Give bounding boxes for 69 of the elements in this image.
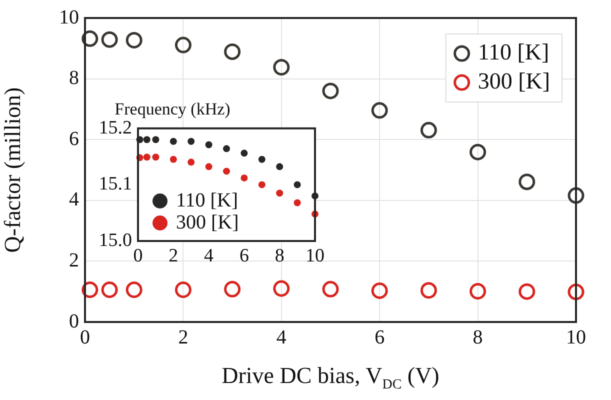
legend-label: 110 [K]: [176, 189, 238, 212]
point: [143, 154, 150, 161]
point: [518, 174, 536, 190]
point: [205, 141, 212, 148]
point: [126, 32, 142, 48]
point: [82, 282, 98, 298]
point: [518, 283, 536, 300]
point: [188, 138, 195, 145]
point: [420, 122, 437, 138]
x-tick-label: 6: [374, 326, 385, 348]
point: [152, 136, 160, 144]
y-axis-title: Q-factor (million): [0, 87, 25, 253]
x-axis-title: Drive DC bias, V$_{DC}$ (V): [220, 363, 440, 394]
legend-label: 300 [K]: [478, 68, 550, 94]
point: [273, 59, 290, 76]
x-tick-label: 4: [204, 245, 214, 266]
point: [143, 136, 150, 144]
x-tick-label: 4: [276, 326, 286, 348]
point: [224, 43, 241, 60]
point: [470, 283, 486, 300]
point: [174, 36, 192, 54]
chart-title: Frequency (kHz): [114, 100, 230, 119]
x-tick-label: 6: [239, 245, 249, 266]
point: [152, 154, 160, 161]
point: [101, 282, 118, 298]
point: [294, 181, 301, 188]
point: [568, 187, 584, 204]
point: [126, 282, 142, 298]
x-tick-label: 2: [168, 245, 178, 266]
point: [568, 284, 584, 300]
point: [170, 138, 177, 145]
point: [294, 199, 301, 206]
y-tick-label: 4: [69, 188, 79, 211]
point: [322, 280, 339, 298]
y-tick-label: 0: [69, 310, 79, 332]
point: [273, 280, 290, 297]
point: [276, 190, 284, 197]
x-tick-label: 2: [178, 326, 188, 348]
x-tick-label: 10: [306, 245, 324, 266]
y-tick-label: 15.1: [98, 174, 132, 195]
point: [420, 282, 437, 299]
point: [371, 282, 388, 299]
y-tick-label: 6: [69, 128, 79, 150]
point: [174, 282, 192, 298]
point: [240, 174, 248, 182]
y-tick-label: 8: [69, 67, 79, 90]
point: [258, 181, 266, 188]
point: [258, 156, 266, 163]
point: [170, 156, 177, 163]
point: [223, 145, 230, 152]
point: [82, 30, 98, 47]
point: [224, 280, 241, 298]
point: [205, 163, 212, 170]
legend-label: 110 [K]: [478, 40, 550, 65]
point: [101, 31, 118, 48]
point: [371, 102, 388, 119]
x-tick-label: 10: [566, 326, 586, 348]
point: [223, 168, 230, 175]
x-tick-label: 8: [274, 245, 284, 266]
y-tick-label: 15.2: [98, 117, 132, 138]
point: [276, 163, 284, 170]
y-tick-label: 10: [59, 6, 79, 28]
point: [322, 82, 339, 100]
point: [188, 158, 195, 166]
legend-label: 300 [K]: [176, 211, 239, 234]
point: [470, 144, 486, 160]
x-tick-label: 8: [472, 326, 483, 348]
y-tick-label: 15.0: [98, 230, 132, 251]
point: [240, 150, 248, 157]
